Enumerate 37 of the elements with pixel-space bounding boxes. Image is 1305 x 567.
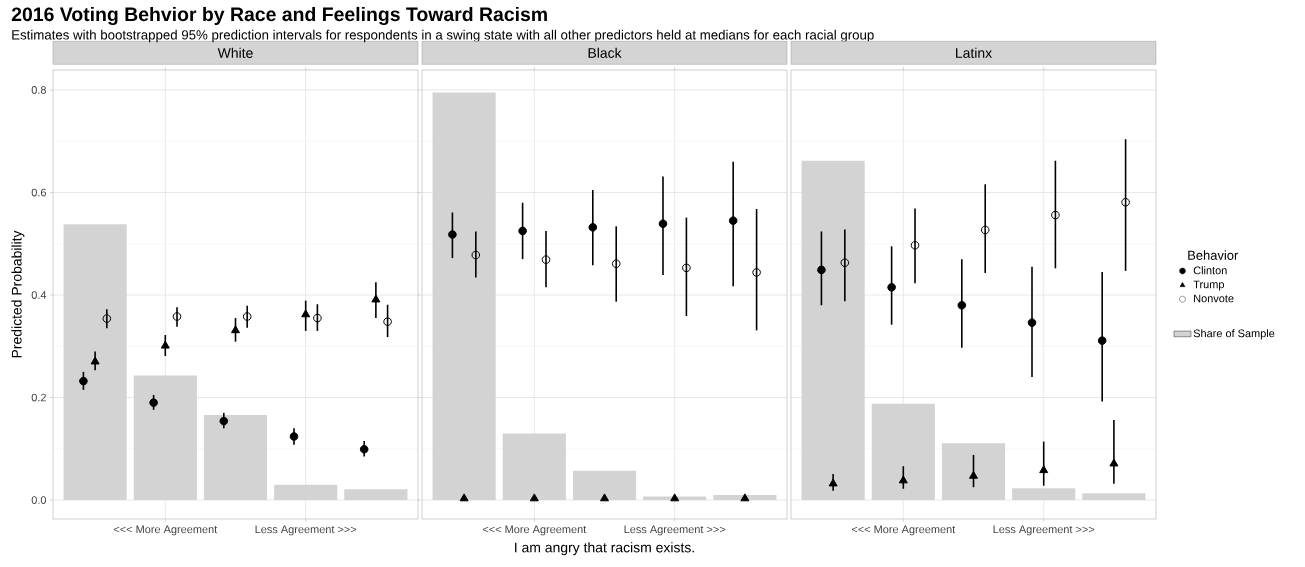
bar (871, 403, 935, 501)
y-tick-label: 0.0 (31, 496, 47, 504)
bar (1082, 493, 1146, 501)
x-tick-label: Less Agreement >>> (255, 525, 357, 536)
bar (502, 433, 566, 501)
legend-label: Share of Sample (1193, 329, 1275, 340)
legend-label: Clinton (1193, 266, 1227, 275)
bar (63, 224, 127, 501)
bar (432, 92, 496, 501)
x-tick-label: <<< More Agreement (851, 525, 956, 536)
x-tick-label: Less Agreement >>> (624, 525, 726, 536)
x-tick-label: <<< More Agreement (482, 525, 587, 536)
bar (274, 484, 338, 501)
chart-title: Latinx (956, 47, 992, 58)
y-tick-label: 0.4 (31, 291, 47, 299)
bar (941, 443, 1006, 501)
bar (344, 489, 408, 501)
legend-title: Behavior (1188, 250, 1239, 260)
x-tick-label: Less Agreement >>> (993, 525, 1095, 536)
bar (572, 470, 637, 501)
y-tick-label: 0.8 (31, 86, 46, 94)
text: 2016 Voting Behvior by Race and Feelings Toward Racism (11, 6, 547, 26)
x-axis-title: I am angry that racism exists. (515, 542, 694, 556)
legend-label: Trump (1193, 280, 1224, 291)
text: Estimates with bootstrapped 95% prediction intervals for respondents in a swing state with all other predictors held at medians for each racial group (12, 29, 874, 43)
x-tick-label: <<< More Agreement (113, 525, 218, 536)
y-tick-label: 0.2 (31, 393, 46, 402)
legend-label: Nonvote (1194, 294, 1234, 303)
chart-title: Black (588, 47, 622, 58)
bar (643, 496, 707, 501)
chart-title: White (217, 47, 253, 58)
bar (133, 375, 197, 501)
y-axis-title: Predicted Probability (11, 230, 25, 358)
bar (801, 160, 865, 501)
y-tick-label: 0.6 (31, 188, 46, 197)
bar (1012, 488, 1076, 501)
bar (203, 414, 268, 501)
